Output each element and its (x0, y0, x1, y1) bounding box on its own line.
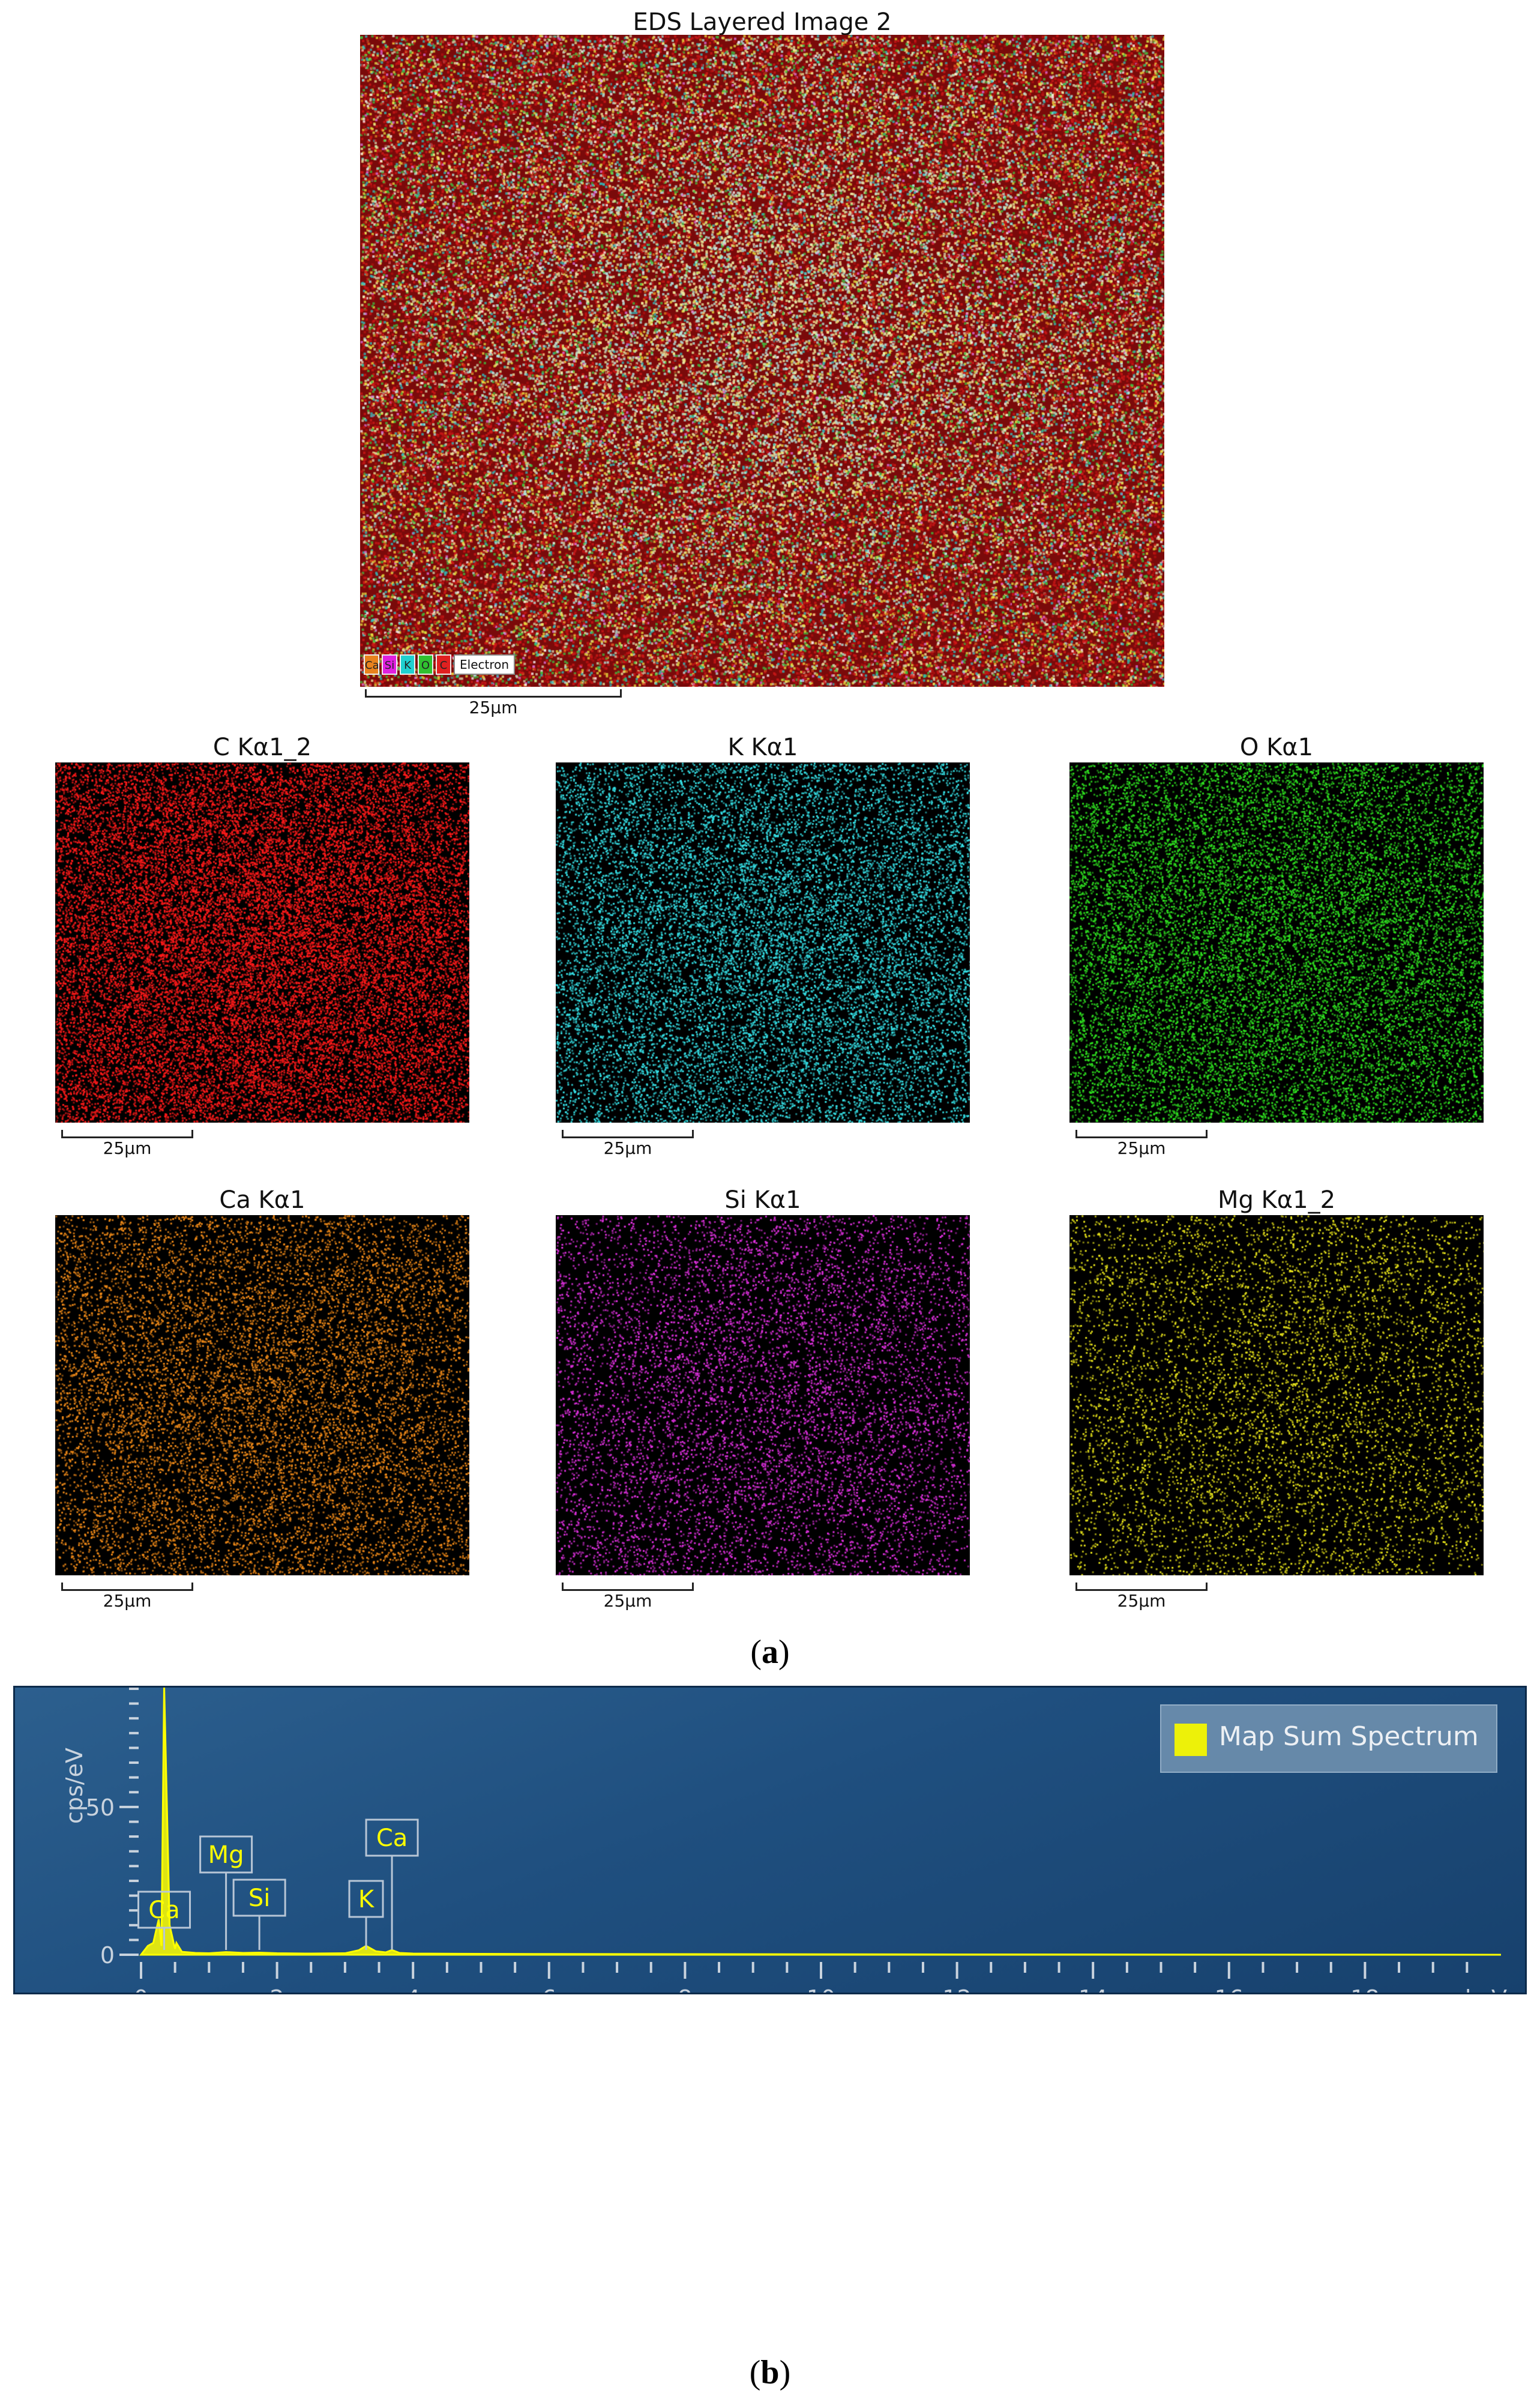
x-tick-label: 4 (406, 1985, 420, 1993)
peak-label: Si (248, 1884, 271, 1912)
legend-chip-electron: Electron (454, 654, 516, 675)
element-map (556, 762, 970, 1123)
legend-chip-k: K (400, 654, 415, 675)
element-map (1069, 762, 1484, 1123)
map-title: K Kα1 (727, 734, 798, 761)
scale-bar-label: 25µm (469, 698, 518, 717)
scale-bar-label: 25µm (1117, 1591, 1166, 1611)
x-tick-label: 16 (1215, 1985, 1244, 1993)
scale-bar-label: 25µm (603, 1591, 652, 1611)
layered-eds-image (360, 35, 1164, 687)
scale-bar-label: 25µm (103, 1591, 152, 1611)
scale-bar-label: 25µm (103, 1138, 152, 1158)
peak-label: K (358, 1886, 375, 1913)
peak-label: Ca (376, 1824, 408, 1852)
element-map (1069, 1215, 1484, 1575)
x-tick-label: 8 (678, 1985, 692, 1993)
y-tick-label: 50 (86, 1794, 115, 1821)
element-map (55, 762, 469, 1123)
legend-chip-c: C (436, 654, 451, 675)
scale-bar-label: 25µm (603, 1138, 652, 1158)
map-title: Ca Kα1 (219, 1186, 305, 1214)
layered-image-legend: Ca Si K O C Electron (364, 654, 516, 675)
x-tick-label: 6 (542, 1985, 556, 1993)
chart-legend: Map Sum Spectrum (1160, 1704, 1497, 1773)
y-axis-label: cps/eV (61, 1748, 88, 1824)
layered-image-title: EDS Layered Image 2 (633, 8, 892, 36)
legend-swatch (1175, 1724, 1207, 1756)
legend-chip-si: Si (382, 654, 397, 675)
element-map (55, 1215, 469, 1575)
x-tick-label: 10 (807, 1985, 835, 1993)
x-tick-label: 14 (1078, 1985, 1107, 1993)
caption-b: (b) (749, 2354, 791, 2391)
legend-chip-ca: Ca (364, 654, 379, 675)
map-title: Mg Kα1_2 (1217, 1186, 1336, 1214)
x-tick-label: 0 (134, 1985, 148, 1993)
x-tick-label: 18 (1350, 1985, 1379, 1993)
y-tick-label: 0 (100, 1942, 115, 1969)
map-title: O Kα1 (1239, 734, 1314, 761)
legend-chip-o: O (418, 654, 433, 675)
scale-bar-label: 25µm (1117, 1138, 1166, 1158)
peak-label: Ca (148, 1897, 179, 1924)
element-map (556, 1215, 970, 1575)
map-title: C Kα1_2 (212, 734, 312, 761)
x-axis-label: keV (1465, 1985, 1507, 1993)
legend-label: Map Sum Spectrum (1219, 1721, 1479, 1752)
peak-label: Mg (208, 1841, 244, 1869)
map-title: Si Kα1 (724, 1186, 801, 1214)
x-tick-label: 12 (942, 1985, 971, 1993)
x-tick-label: 2 (270, 1985, 284, 1993)
caption-a: (a) (750, 1634, 790, 1671)
